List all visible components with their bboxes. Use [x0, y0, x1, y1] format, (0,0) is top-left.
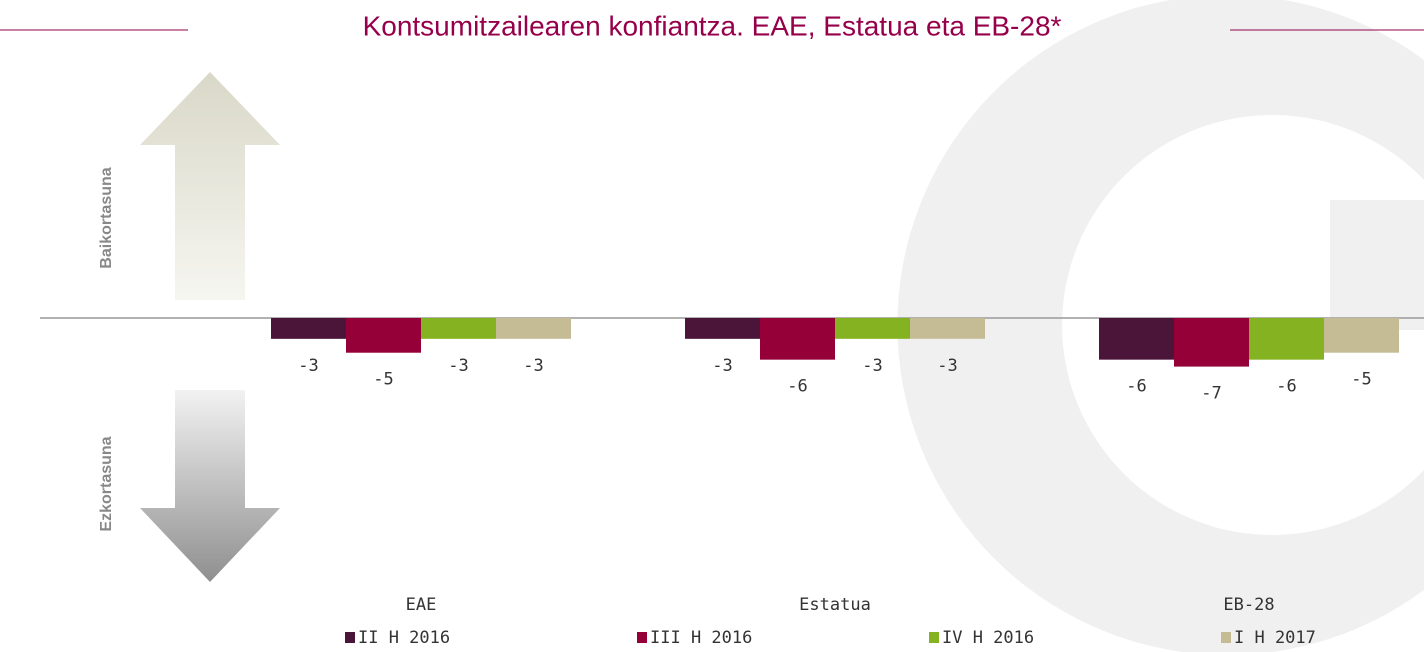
data-label: -6 — [1126, 377, 1146, 397]
annotation: Baikortasuna — [98, 167, 115, 268]
data-label: -3 — [937, 356, 957, 376]
background-logo — [897, 0, 1424, 652]
data-label: -5 — [373, 370, 393, 390]
bar — [685, 318, 760, 339]
data-label: -3 — [862, 356, 882, 376]
bar — [496, 318, 571, 339]
legend-label: III H 2016 — [650, 628, 752, 648]
annotation: Ezkortasuna — [98, 436, 115, 531]
bar — [910, 318, 985, 339]
chart-title: Kontsumitzailearen konfiantza. EAE, Esta… — [363, 10, 1062, 41]
data-label: -3 — [523, 356, 543, 376]
bar — [346, 318, 421, 353]
bar — [271, 318, 346, 339]
legend-swatch — [345, 632, 355, 643]
arrows — [140, 72, 280, 582]
legend-label: IV H 2016 — [942, 628, 1034, 648]
bar — [421, 318, 496, 339]
bar — [835, 318, 910, 339]
data-label: -3 — [448, 356, 468, 376]
data-label: -6 — [1276, 377, 1296, 397]
data-label: -3 — [298, 356, 318, 376]
bar — [1324, 318, 1399, 353]
x-tick-label: Estatua — [799, 595, 871, 615]
x-tick-label: EAE — [406, 595, 437, 615]
legend-swatch — [1221, 632, 1231, 643]
bar — [1249, 318, 1324, 360]
bar — [1174, 318, 1249, 367]
data-label: -6 — [787, 377, 807, 397]
bar — [1099, 318, 1174, 360]
legend-swatch — [637, 632, 647, 643]
legend-swatch — [929, 632, 939, 643]
data-label: -3 — [712, 356, 732, 376]
bar — [760, 318, 835, 360]
legend-label: II H 2016 — [358, 628, 450, 648]
x-tick-label: EB-28 — [1223, 595, 1274, 615]
legend-label: I H 2017 — [1234, 628, 1316, 648]
data-label: -7 — [1201, 384, 1221, 404]
data-label: -5 — [1351, 370, 1371, 390]
